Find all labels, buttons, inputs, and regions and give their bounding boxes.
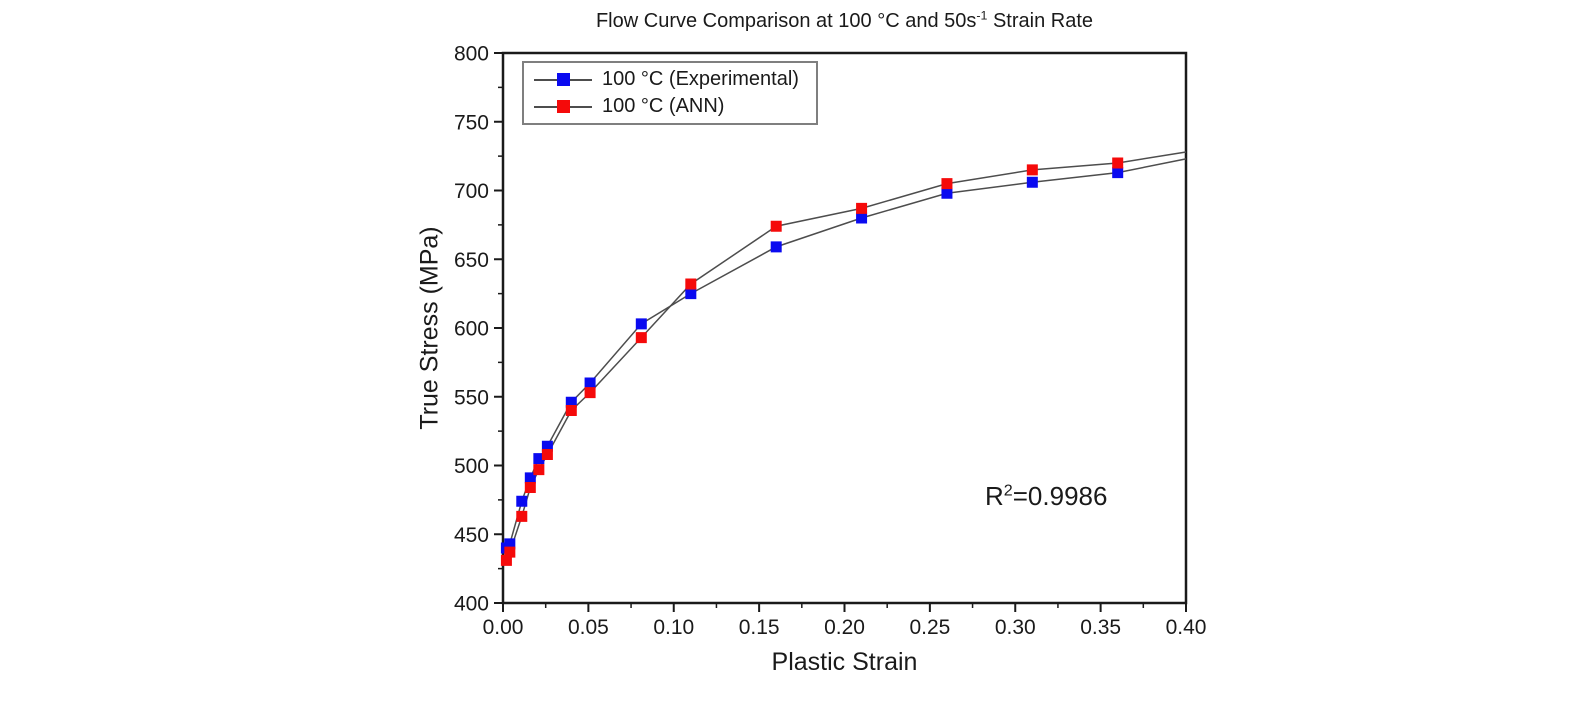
y-tick-label: 800 [454, 43, 489, 66]
legend-label-ann: 100 °C (ANN) [602, 95, 725, 117]
data-point-ann [770, 220, 782, 232]
y-tick-label: 700 [454, 180, 489, 203]
data-point-experimental [584, 377, 596, 389]
data-point-ann [635, 332, 647, 344]
x-tick-label: 0.10 [653, 616, 694, 639]
y-tick-label: 500 [454, 455, 489, 478]
y-tick-label: 650 [454, 249, 489, 272]
data-point-experimental [565, 396, 577, 408]
y-axis-label: True Stress (MPa) [415, 226, 444, 430]
data-point-experimental [516, 495, 528, 507]
data-point-ann [533, 464, 545, 476]
y-tick-label: 550 [454, 386, 489, 409]
data-point-ann [524, 482, 536, 493]
data-point-ann [941, 178, 953, 190]
data-point-experimental [524, 472, 536, 484]
ann-marker-icon [534, 100, 592, 113]
data-point-ann [856, 202, 868, 214]
x-tick-label: 0.05 [568, 616, 609, 639]
experimental-marker-icon [534, 73, 592, 86]
axes-frame [501, 51, 1188, 605]
data-point-experimental [635, 318, 647, 330]
data-point-experimental [541, 440, 553, 452]
data-point-ann [685, 278, 697, 290]
data-point-experimental [856, 212, 868, 224]
chart-title: Flow Curve Comparison at 100 °C and 50s-… [595, 8, 1094, 32]
y-tick-label: 450 [454, 524, 489, 547]
data-point-ann [1112, 157, 1124, 169]
legend: 100 °C (Experimental) 100 °C (ANN) [522, 61, 818, 125]
data-point-experimental [533, 453, 545, 465]
data-point-experimental [685, 288, 697, 300]
data-point-experimental [1026, 176, 1038, 188]
y-tick-label: 600 [454, 318, 489, 341]
x-tick-label: 0.15 [739, 616, 780, 639]
data-point-experimental [504, 538, 516, 550]
data-point-experimental [770, 241, 782, 253]
data-point-ann [504, 546, 516, 558]
data-point-ann [584, 387, 596, 399]
legend-entry-ann: 100 °C (ANN) [534, 93, 808, 120]
data-point-experimental [1112, 167, 1124, 179]
x-axis-label: Plastic Strain [771, 648, 918, 676]
x-tick-label: 0.20 [824, 616, 865, 639]
r-squared-annotation: R2=0.9986 [985, 481, 1108, 511]
data-point-experimental [941, 187, 953, 199]
x-tick-label: 0.00 [483, 616, 524, 639]
legend-label-experimental: 100 °C (Experimental) [602, 68, 799, 90]
data-point-ann [516, 510, 528, 522]
data-point-ann [1026, 164, 1038, 176]
legend-entry-experimental: 100 °C (Experimental) [534, 66, 808, 93]
data-point-ann [565, 405, 577, 416]
x-tick-label: 0.40 [1166, 616, 1207, 639]
x-tick-label: 0.25 [909, 616, 950, 639]
y-tick-label: 400 [454, 593, 489, 616]
x-tick-label: 0.30 [995, 616, 1036, 639]
data-point-ann [500, 554, 512, 566]
y-tick-label: 750 [454, 111, 489, 134]
data-point-ann [541, 449, 553, 460]
x-tick-label: 0.35 [1080, 616, 1121, 639]
